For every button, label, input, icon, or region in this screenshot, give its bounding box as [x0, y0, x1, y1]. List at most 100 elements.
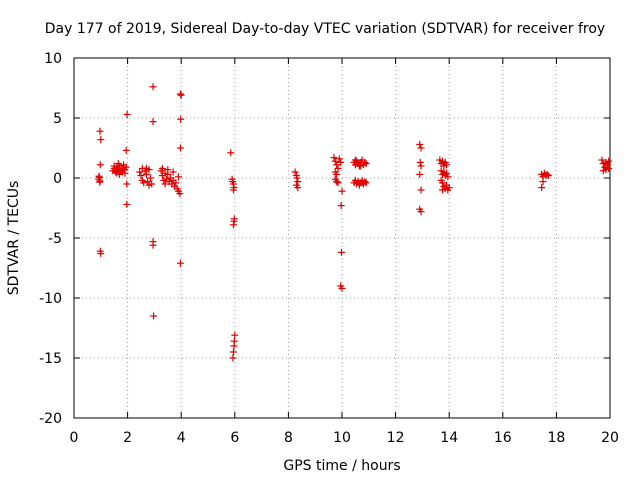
data-point [146, 174, 154, 182]
y-tick-label: 0 [53, 171, 62, 187]
data-point [337, 202, 345, 210]
data-point [351, 156, 359, 164]
x-tick-label: 16 [494, 430, 512, 446]
data-point [333, 161, 341, 169]
data-point [337, 158, 345, 166]
data-point [417, 186, 425, 194]
y-tick-label: -15 [39, 351, 62, 367]
data-point [361, 158, 369, 166]
x-tick-label: 20 [601, 430, 619, 446]
data-point [331, 157, 339, 165]
data-point [122, 146, 130, 154]
data-point [445, 184, 453, 192]
data-point [230, 342, 238, 350]
data-point [333, 170, 341, 178]
data-point [293, 174, 301, 182]
data-point [175, 173, 183, 181]
data-point [164, 166, 172, 174]
data-point [439, 186, 446, 194]
data-point [538, 184, 546, 192]
y-tick-label: -5 [48, 231, 62, 247]
data-point [177, 115, 185, 123]
data-point [149, 118, 157, 126]
data-point [231, 331, 239, 339]
data-point [177, 91, 185, 99]
data-point [603, 161, 611, 169]
y-tick-label: 10 [44, 51, 62, 67]
data-point [161, 180, 169, 188]
data-point [149, 241, 157, 249]
data-point [444, 173, 452, 181]
data-point [142, 170, 150, 178]
data-point [439, 179, 446, 187]
data-point [294, 184, 302, 192]
x-tick-label: 12 [387, 430, 405, 446]
data-point [176, 190, 184, 198]
data-point [158, 164, 166, 172]
data-point [334, 164, 342, 172]
data-point [338, 284, 346, 292]
data-point [95, 172, 103, 180]
data-point [291, 168, 299, 176]
data-point [110, 162, 118, 170]
chart-title: Day 177 of 2019, Sidereal Day-to-day VTE… [45, 21, 605, 37]
data-point [338, 187, 346, 195]
data-point [416, 158, 424, 166]
data-point [598, 156, 606, 164]
y-tick-label: 5 [53, 111, 62, 127]
data-point [362, 160, 370, 168]
data-point [357, 162, 365, 170]
data-point [544, 172, 552, 180]
data-point [362, 179, 370, 187]
data-point [172, 179, 180, 187]
data-point [539, 178, 547, 186]
data-point [605, 157, 613, 165]
data-point [176, 90, 184, 98]
data-point [176, 144, 184, 152]
data-point [416, 140, 424, 148]
y-axis-label: SDTVAR / TECUs [6, 181, 22, 296]
data-point [169, 168, 177, 176]
data-point [97, 136, 105, 144]
data-point [330, 154, 338, 162]
data-point [417, 162, 425, 170]
data-point [122, 163, 130, 171]
x-tick-label: 8 [284, 430, 293, 446]
data-point [96, 161, 104, 169]
data-point [176, 259, 184, 267]
data-point [443, 169, 451, 177]
data-point [149, 83, 157, 91]
grid-lines [74, 58, 610, 418]
data-point [144, 178, 152, 186]
data-point [337, 248, 345, 256]
data-point [229, 354, 237, 362]
data-point [417, 208, 425, 216]
data-point [123, 200, 131, 208]
y-tick-labels: 10 5 0 -5 -10 -15 -20 [39, 51, 62, 427]
data-point [140, 179, 148, 187]
data-point [443, 161, 451, 169]
data-point [121, 169, 129, 177]
x-tick-label: 18 [547, 430, 565, 446]
y-tick-label: -10 [39, 291, 62, 307]
data-point [229, 186, 237, 194]
data-point [543, 170, 551, 178]
data-point [97, 250, 105, 258]
data-point [361, 178, 369, 186]
data-point [602, 166, 610, 174]
data-point [96, 127, 104, 135]
data-point [229, 348, 237, 356]
data-point [142, 164, 150, 172]
x-tick-label: 4 [177, 430, 186, 446]
data-point [123, 110, 131, 118]
data-point [335, 155, 343, 163]
data-point [114, 160, 122, 168]
data-point [136, 168, 144, 176]
data-point [123, 180, 131, 188]
data-point [334, 179, 342, 187]
data-point [96, 178, 104, 186]
data-point [417, 144, 425, 152]
data-point [333, 178, 341, 186]
data-points [95, 83, 613, 362]
